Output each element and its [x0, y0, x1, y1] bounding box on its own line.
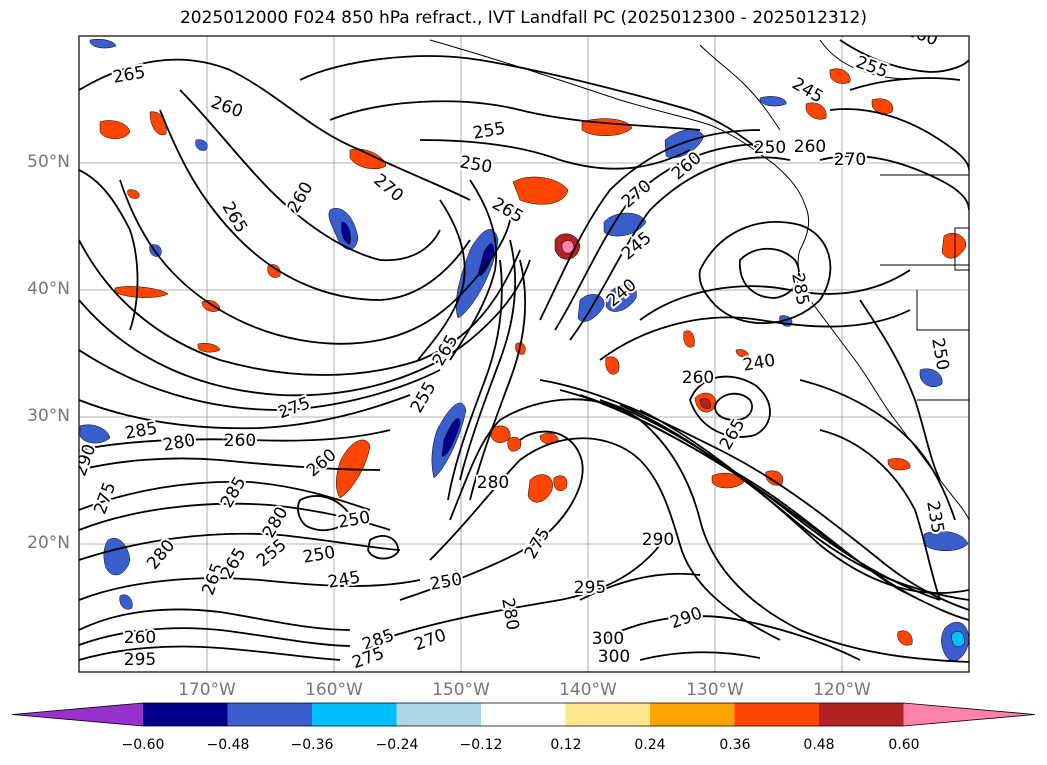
lon-label-130w: 130°W	[686, 680, 744, 700]
cbar-tick-8: 0.36	[719, 737, 751, 753]
colorbar-segment	[650, 703, 735, 726]
contour-label: 260	[124, 628, 156, 648]
cbar-tick-6: 0.12	[550, 737, 582, 753]
contour-label: 295	[574, 578, 606, 598]
cbar-tick-3: −0.36	[290, 737, 334, 753]
lon-label-120w: 120°W	[813, 680, 871, 700]
cbar-tick-4: −0.24	[375, 737, 419, 753]
lat-label-20n: 20°N	[27, 533, 70, 553]
lon-label-150w: 150°W	[432, 680, 490, 700]
lon-label-170w: 170°W	[178, 680, 236, 700]
contour-label: 260	[224, 431, 256, 451]
contour-lines	[79, 39, 969, 663]
colorbar	[11, 702, 1036, 727]
cbar-tick-7: 0.24	[634, 737, 666, 753]
cbar-tick-9: 0.48	[803, 737, 835, 753]
colorbar-segment	[819, 703, 904, 726]
coastlines	[429, 39, 969, 521]
contour-label: 295	[124, 650, 156, 670]
contour-label: 260	[682, 368, 714, 388]
contour-label: 270	[834, 150, 866, 170]
lat-label-30n: 30°N	[27, 406, 70, 426]
lon-label-160w: 160°W	[305, 680, 363, 700]
contour-label: 250	[428, 569, 463, 594]
contour-label: 300	[592, 629, 624, 649]
colorbar-segment	[227, 703, 313, 726]
contour-label: 300	[598, 647, 630, 667]
colorbar-segment	[143, 703, 228, 726]
contour-label: 250	[927, 336, 952, 371]
contour-label: 260	[794, 137, 826, 157]
lon-label-140w: 140°W	[559, 680, 617, 700]
colorbar-segment	[565, 703, 651, 726]
cbar-tick-2: −0.48	[206, 737, 250, 753]
gridlines	[79, 36, 969, 672]
colorbar-extend-high	[903, 703, 1035, 726]
colorbar-segment	[396, 703, 482, 726]
contour-label: 250	[754, 138, 786, 158]
contour-label: 290	[642, 530, 674, 550]
cbar-tick-1: −0.60	[121, 737, 165, 753]
lat-label-50n: 50°N	[27, 152, 70, 172]
colorbar-segment	[312, 703, 397, 726]
pc-shading	[79, 39, 969, 661]
plot-title: 2025012000 F024 850 hPa refract., IVT La…	[179, 8, 867, 28]
colorbar-segment	[481, 703, 566, 726]
colorbar-segment	[734, 703, 820, 726]
colorbar-extend-low	[12, 703, 143, 726]
lat-label-40n: 40°N	[27, 279, 70, 299]
map-frame	[78, 35, 970, 673]
contour-label: 280	[477, 473, 509, 493]
cbar-tick-5: −0.12	[459, 737, 503, 753]
cbar-tick-10: 0.60	[888, 737, 920, 753]
colorbar-outline	[11, 702, 1036, 727]
